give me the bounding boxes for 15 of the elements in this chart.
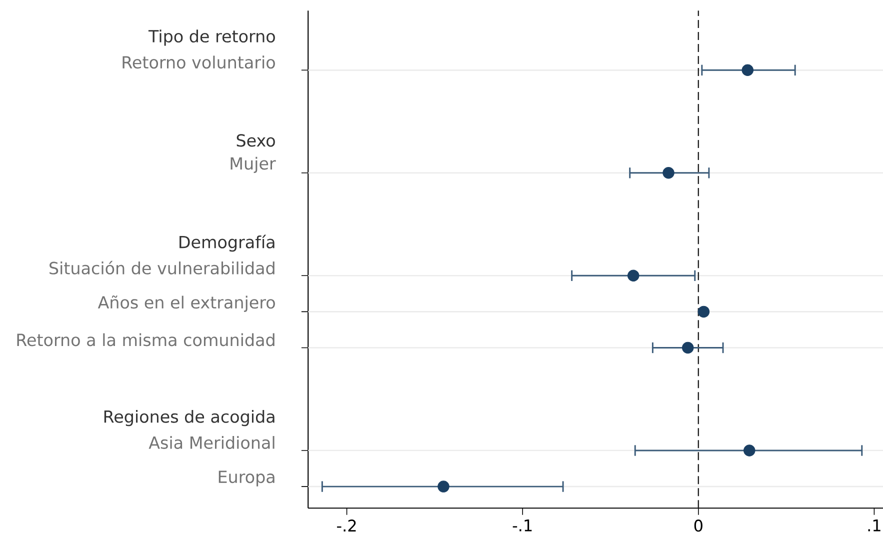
y-tick-label: Mujer <box>230 156 276 174</box>
x-tick-label: .1 <box>868 520 880 532</box>
x-tick-label: 0 <box>694 520 702 532</box>
x-tick-label: -.2 <box>337 520 356 532</box>
y-tick-label: Asia Meridional <box>148 436 274 450</box>
y-tick-label: Europa <box>218 470 274 486</box>
y-tick-label: Situación de vulnerabilidad <box>50 260 274 274</box>
x-tick-label: -.1 <box>512 520 532 532</box>
y-tick-label: Sexo <box>236 134 275 147</box>
y-tick-label: Años en el extranjero <box>98 296 275 312</box>
y-tick-label: Tipo de retorno <box>148 30 275 46</box>
y-tick-label: Retorno voluntario <box>122 56 275 69</box>
y-tick-label: Demografía <box>180 234 274 252</box>
y-tick-label: Retorno a la misma comunidad <box>17 333 274 346</box>
y-tick-label: Regiones de acogida <box>104 410 274 426</box>
